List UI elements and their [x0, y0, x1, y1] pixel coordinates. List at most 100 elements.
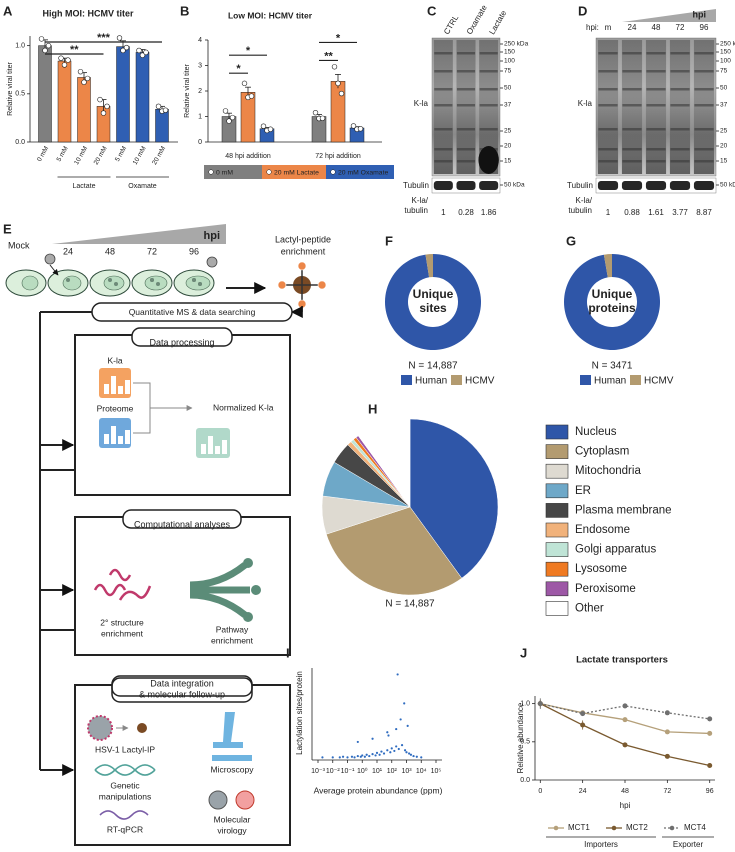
data-point	[58, 55, 64, 61]
line	[540, 703, 710, 767]
data-point	[155, 103, 162, 110]
lane-label: 96	[700, 23, 709, 32]
wedge-label: hpi	[693, 9, 707, 19]
center-label: Unique	[592, 287, 633, 301]
marker-label: 100	[720, 58, 731, 65]
blot-band	[598, 148, 618, 151]
nucleus	[185, 275, 211, 291]
marker-label: 50	[720, 85, 728, 92]
tubulin-strip	[595, 177, 717, 194]
marker	[622, 717, 628, 723]
blot-band	[646, 52, 666, 55]
legend-marker	[330, 169, 336, 175]
data-point	[42, 47, 48, 54]
data-point	[229, 114, 236, 121]
blot-lane	[456, 40, 476, 174]
legend-label: MCT2	[626, 823, 648, 832]
data-point	[350, 123, 357, 129]
ratio-value: 8.87	[696, 208, 712, 217]
marker-label: 37	[504, 102, 512, 109]
bar	[38, 45, 52, 143]
marker	[707, 716, 713, 722]
ratio-label: K-la/	[576, 196, 593, 205]
blot-band	[456, 104, 476, 107]
blot-band	[456, 148, 476, 151]
panel-letter: H	[368, 401, 377, 416]
timeline-label: Mock	[8, 240, 30, 250]
icon-bar	[118, 436, 123, 444]
blot-band	[694, 88, 714, 91]
icon-bar	[104, 434, 109, 444]
x-tick-label: 10⁵	[431, 768, 442, 775]
data-point	[136, 47, 142, 54]
y-axis-label: Relative viral titer	[7, 61, 14, 115]
icon-bar	[215, 446, 220, 454]
virion	[192, 278, 196, 282]
bar	[330, 81, 346, 143]
blot-band	[434, 128, 453, 131]
icon-label: manipulations	[99, 791, 151, 801]
lane-label: m	[605, 23, 612, 32]
timepoint-label: 72	[147, 246, 157, 256]
legend-swatch	[451, 375, 462, 385]
legend-label: Plasma membrane	[575, 504, 672, 516]
icon-label: K-la	[107, 355, 122, 365]
data-point	[260, 123, 267, 129]
y-tick-label: 1.0	[520, 700, 530, 707]
tubulin-band	[645, 181, 667, 190]
point	[353, 756, 356, 759]
ratio-value: 1	[441, 208, 446, 217]
virus	[206, 256, 218, 268]
marker-label: 20	[504, 143, 512, 150]
point	[409, 753, 413, 756]
x-tick-label: 10²	[387, 768, 398, 775]
data-point	[81, 79, 87, 85]
band-label: K-la	[578, 99, 593, 108]
y-tick-label: 0.5	[15, 91, 25, 98]
bead	[137, 723, 147, 733]
legend-swatch	[545, 522, 569, 538]
virus	[235, 790, 255, 810]
chart-title: Low MOI: HCMV titer	[228, 10, 313, 20]
point	[393, 749, 396, 753]
panel-letter: A	[3, 3, 13, 18]
pathway-icon	[189, 591, 248, 618]
tubulin-band	[669, 181, 691, 190]
x-tick-label: 10⁰	[357, 767, 368, 775]
legend-label: Mitochondria	[575, 465, 641, 477]
x-tick-label: 10⁴	[416, 768, 427, 775]
tubulin-band	[597, 181, 619, 190]
icon-label: HSV-1 Lactyl-IP	[95, 744, 155, 754]
total-label: N = 3471	[592, 361, 633, 372]
icon-bar	[104, 384, 109, 394]
blot-band	[622, 88, 642, 91]
point	[380, 750, 383, 753]
marker	[664, 753, 670, 759]
x-tick-label: 48 hpi addition	[225, 153, 271, 160]
blot-band	[670, 70, 690, 73]
marker	[537, 701, 543, 707]
virion	[150, 278, 154, 282]
blot-band	[456, 70, 476, 73]
blot-band	[479, 88, 498, 91]
blot-band	[646, 88, 666, 91]
y-axis-label: Relative viral titer	[184, 63, 191, 117]
legend-label: Lysosome	[575, 563, 627, 575]
significance-label: ***	[97, 32, 111, 44]
blot-band	[622, 52, 642, 55]
blot-lane	[621, 40, 643, 174]
blot-band	[598, 104, 618, 107]
blot-band	[434, 88, 453, 91]
slice	[384, 254, 481, 350]
blot-band	[434, 70, 453, 73]
point	[378, 753, 381, 756]
x-tick-label: 5 mM	[56, 145, 70, 163]
tubulin-band	[693, 181, 715, 190]
panel-letter: C	[427, 3, 437, 18]
peptide	[297, 261, 307, 271]
y-tick-label: 4	[198, 37, 202, 44]
marker	[622, 742, 628, 748]
marker	[707, 730, 713, 736]
legend-label: MCT1	[568, 823, 590, 832]
data-point	[319, 115, 326, 121]
